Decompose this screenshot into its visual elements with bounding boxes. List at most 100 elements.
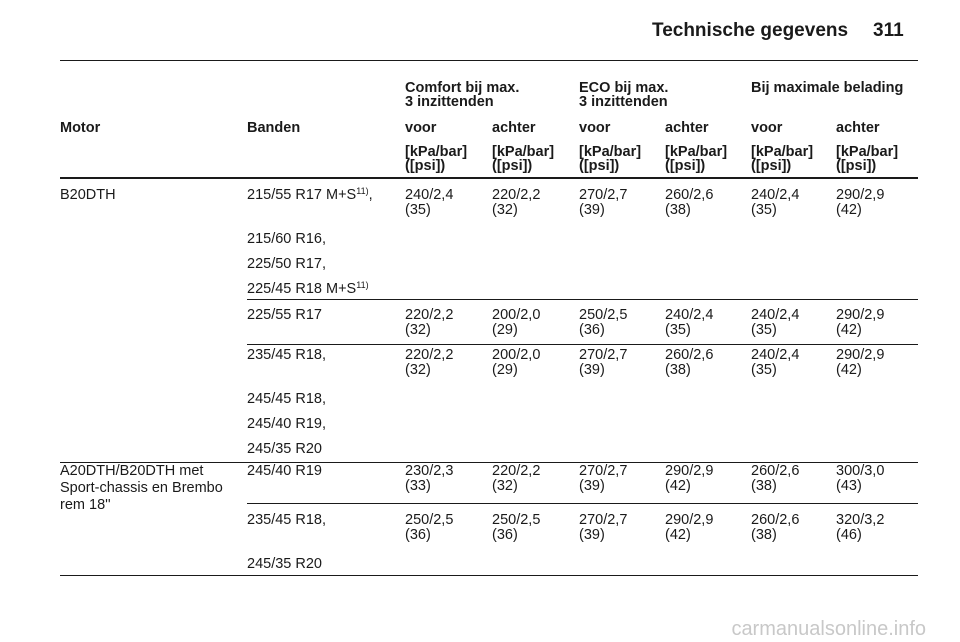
page-number: 311: [873, 20, 904, 41]
pressure: (35): [405, 202, 431, 218]
pressure: 240/2,4: [751, 347, 800, 363]
motor: Sport-chassis en Brembo: [60, 480, 223, 496]
pressure: 290/2,9: [665, 463, 714, 479]
pressure: 240/2,4: [751, 307, 800, 323]
tire-size: 245/40 R19,: [247, 416, 327, 432]
group-header: 3 inzittenden: [579, 94, 668, 110]
pressure: (39): [579, 202, 605, 218]
pressure: 240/2,4: [405, 187, 454, 203]
pressure: (32): [492, 202, 518, 218]
group-header: 3 inzittenden: [405, 94, 494, 110]
column-header: voor: [751, 120, 783, 136]
pressure: (42): [836, 202, 862, 218]
tire-size: 245/35 R20: [247, 441, 322, 457]
unit-header: [kPa/bar]: [492, 144, 555, 160]
pressure: 260/2,6: [665, 187, 714, 203]
pressure: 270/2,7: [579, 347, 628, 363]
column-header: achter: [665, 120, 709, 136]
tire-size: 215/60 R16,: [247, 231, 327, 247]
motor: B20DTH: [60, 187, 116, 203]
pressure: (42): [836, 322, 862, 338]
footnote-ref: 11): [356, 186, 369, 196]
rule: [60, 575, 918, 576]
pressure: (35): [751, 362, 777, 378]
pressure: (43): [836, 478, 862, 494]
tire-size: 235/45 R18,: [247, 347, 327, 363]
pressure: 200/2,0: [492, 307, 541, 323]
unit-header: ([psi]): [836, 158, 877, 174]
motor: rem 18'': [60, 497, 111, 513]
rule: [247, 503, 918, 504]
pressure: 290/2,9: [836, 187, 885, 203]
tire-size: 215/55 R17 M+S11),: [247, 186, 373, 203]
pressure: (35): [665, 322, 691, 338]
rule: [247, 344, 918, 345]
motor: A20DTH/B20DTH met: [60, 463, 204, 479]
pressure: 220/2,2: [405, 347, 454, 363]
tire-size: 245/45 R18,: [247, 391, 327, 407]
pressure: (38): [751, 478, 777, 494]
pressure: (39): [579, 362, 605, 378]
pressure: 220/2,2: [492, 187, 541, 203]
tire-size: 225/45 R18 M+S11): [247, 280, 369, 297]
pressure: (35): [751, 202, 777, 218]
pressure: 220/2,2: [405, 307, 454, 323]
rule: [247, 299, 918, 300]
unit-header: ([psi]): [751, 158, 792, 174]
pressure: 220/2,2: [492, 463, 541, 479]
pressure: (29): [492, 322, 518, 338]
pressure: 240/2,4: [751, 187, 800, 203]
column-header: Banden: [247, 120, 301, 136]
pressure: (32): [405, 362, 431, 378]
pressure: 270/2,7: [579, 512, 628, 528]
unit-header: ([psi]): [579, 158, 620, 174]
pressure: 260/2,6: [751, 512, 800, 528]
pressure: (38): [665, 202, 691, 218]
tire-size: 245/35 R20: [247, 556, 322, 572]
unit-header: ([psi]): [405, 158, 446, 174]
pressure: (35): [751, 322, 777, 338]
group-header: Bij maximale belading: [751, 80, 904, 96]
pressure: (42): [836, 362, 862, 378]
pressure: 250/2,5: [492, 512, 541, 528]
pressure: (32): [492, 478, 518, 494]
rule: [60, 177, 918, 179]
pressure: (33): [405, 478, 431, 494]
unit-header: [kPa/bar]: [836, 144, 899, 160]
pressure: 200/2,0: [492, 347, 541, 363]
group-header: ECO bij max.: [579, 80, 669, 96]
punctuation: ,: [368, 187, 373, 203]
pressure: 270/2,7: [579, 187, 628, 203]
unit-header: ([psi]): [492, 158, 533, 174]
pressure: 250/2,5: [579, 307, 628, 323]
column-header: achter: [492, 120, 536, 136]
rule: [60, 60, 918, 61]
tire-size: 225/50 R17,: [247, 256, 327, 272]
pressure: (39): [579, 478, 605, 494]
pressure: 260/2,6: [751, 463, 800, 479]
pressure: (46): [836, 527, 862, 543]
column-header: Motor: [60, 120, 101, 136]
pressure: (38): [751, 527, 777, 543]
pressure: (42): [665, 527, 691, 543]
pressure: 260/2,6: [665, 347, 714, 363]
pressure: 290/2,9: [836, 347, 885, 363]
unit-header: [kPa/bar]: [665, 144, 728, 160]
column-header: voor: [579, 120, 611, 136]
pressure: 240/2,4: [665, 307, 714, 323]
unit-header: [kPa/bar]: [405, 144, 468, 160]
watermark: carmanualsonline.info: [731, 618, 926, 640]
unit-header: [kPa/bar]: [751, 144, 814, 160]
page-title: Technische gegevens: [652, 20, 849, 41]
pressure: (36): [492, 527, 518, 543]
unit-header: ([psi]): [665, 158, 706, 174]
tire-size: 225/55 R17: [247, 307, 322, 323]
pressure: (38): [665, 362, 691, 378]
rule: [60, 462, 918, 463]
unit-header: [kPa/bar]: [579, 144, 642, 160]
pressure: 320/3,2: [836, 512, 885, 528]
footnote-ref: 11): [356, 280, 369, 290]
pressure: 300/3,0: [836, 463, 885, 479]
pressure: (29): [492, 362, 518, 378]
